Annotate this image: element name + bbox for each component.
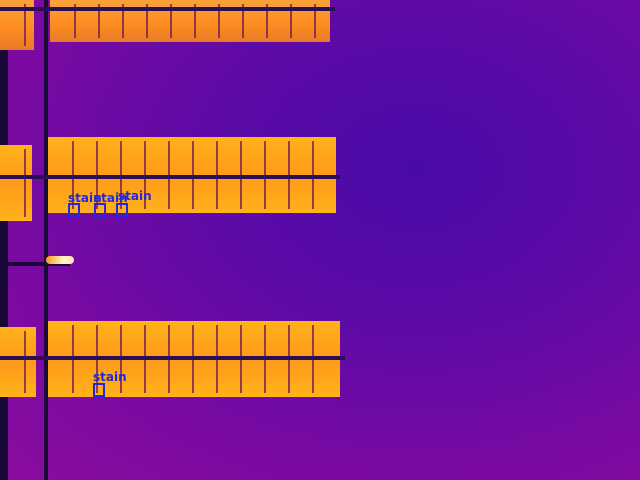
mounting-rail-bottom xyxy=(0,356,345,360)
stain-box-4 xyxy=(93,383,105,397)
panel-cell-divider xyxy=(74,4,76,38)
panel-cell-divider xyxy=(290,4,292,38)
panel-cell-divider xyxy=(314,4,316,38)
stain-box-1 xyxy=(68,203,80,217)
panel-cell-divider xyxy=(24,331,26,393)
panel-cell-divider xyxy=(218,4,220,38)
junction-bar xyxy=(8,262,70,266)
panel-cell-divider xyxy=(24,4,26,46)
pole-vertical xyxy=(44,0,48,480)
pole-left xyxy=(0,0,8,480)
panel-cell-divider xyxy=(170,4,172,38)
solar-panel-array-bottom-left xyxy=(0,327,36,397)
panel-cell-divider xyxy=(194,4,196,38)
panel-cell-divider xyxy=(242,4,244,38)
mounting-rail-top xyxy=(0,7,335,11)
hot-spot xyxy=(46,256,74,264)
solar-panel-array-middle-left xyxy=(0,145,32,221)
stain-box-2 xyxy=(94,203,106,217)
stain-label-4: stain xyxy=(93,370,127,384)
panel-cell-divider xyxy=(146,4,148,38)
panel-cell-divider xyxy=(266,4,268,38)
stain-label-3: stain xyxy=(118,189,152,203)
panel-cell-divider xyxy=(98,4,100,38)
panel-cell-divider xyxy=(24,149,26,217)
mounting-rail-middle xyxy=(0,175,340,179)
stain-label-2: stain xyxy=(94,191,128,205)
stain-box-3 xyxy=(116,203,128,217)
panel-cell-divider xyxy=(122,4,124,38)
stain-label-1: stain xyxy=(68,191,102,205)
